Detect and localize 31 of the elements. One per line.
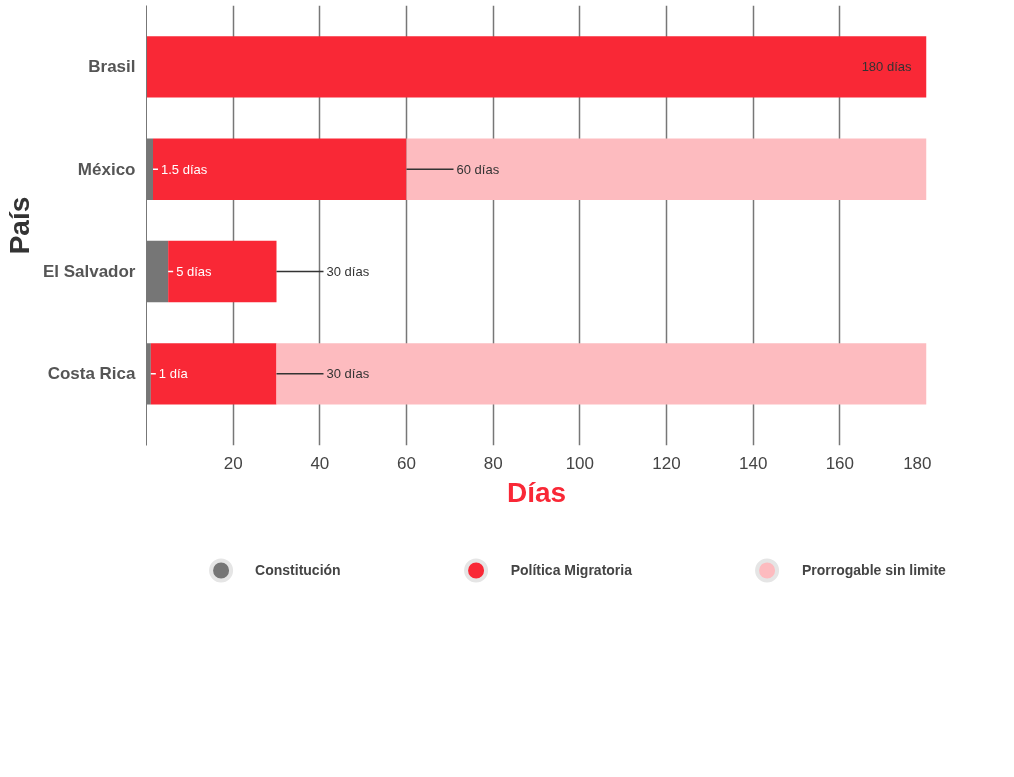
x-tick-label: 120 [652,453,681,473]
legend-label: Constitución [255,562,341,578]
bar [168,240,277,303]
bar [150,343,277,405]
x-tick-label: 180 [903,453,932,473]
x-tick-label: 20 [223,453,243,473]
bar [153,138,407,200]
annotation: 1 día [158,366,189,382]
legend-label: Prorrogable sin limite [801,562,946,578]
x-tick-label: 80 [483,453,503,473]
x-tick-label: 100 [565,453,595,473]
x-tick-label: 140 [738,453,768,473]
annotation: 180 días [861,59,912,75]
annotation: 30 días [326,366,370,382]
bar [276,343,927,405]
bar [406,138,927,200]
y-axis-title: País [3,196,35,255]
y-tick-label: Costa Rica [47,364,137,384]
y-tick-label: México [77,159,136,179]
y-tick-label: El Salvador [42,262,136,282]
annotation: 1.5 días [161,161,208,177]
x-tick-label: 40 [310,453,330,473]
bar [146,36,927,98]
y-tick-label: Brasil [88,57,136,77]
x-tick-label: 60 [397,453,416,473]
x-axis-title: Días [506,476,567,508]
annotation: 30 días [326,264,370,280]
annotation: 60 días [456,161,500,177]
legend-label: Política Migratoria [510,562,632,578]
x-tick-label: 160 [825,453,855,473]
annotation: 5 días [176,264,213,280]
